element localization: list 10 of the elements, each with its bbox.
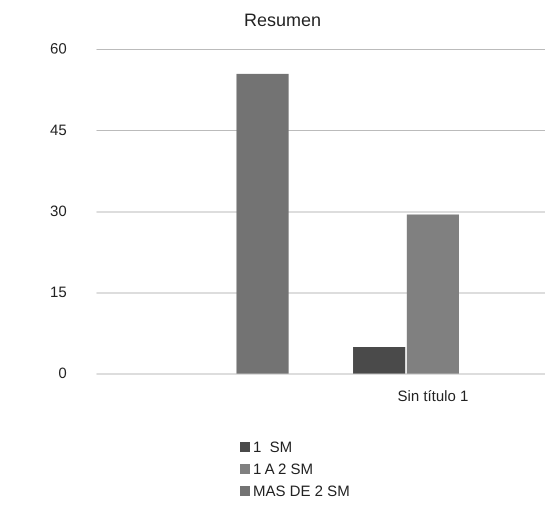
y-tick-label: 30 (50, 202, 67, 220)
legend-label: 1 SM (253, 438, 292, 456)
x-tick-label: Sin título 1 (397, 388, 468, 406)
legend-label: 1 A 2 SM (253, 460, 314, 478)
legend-label: MAS DE 2 SM (253, 482, 350, 500)
y-tick-label: 45 (50, 122, 67, 139)
y-tick-label: 60 (50, 40, 67, 58)
y-tick-label: 0 (58, 365, 67, 382)
chart-title: Resumen (244, 10, 322, 30)
y-tick-label: 15 (50, 284, 67, 302)
